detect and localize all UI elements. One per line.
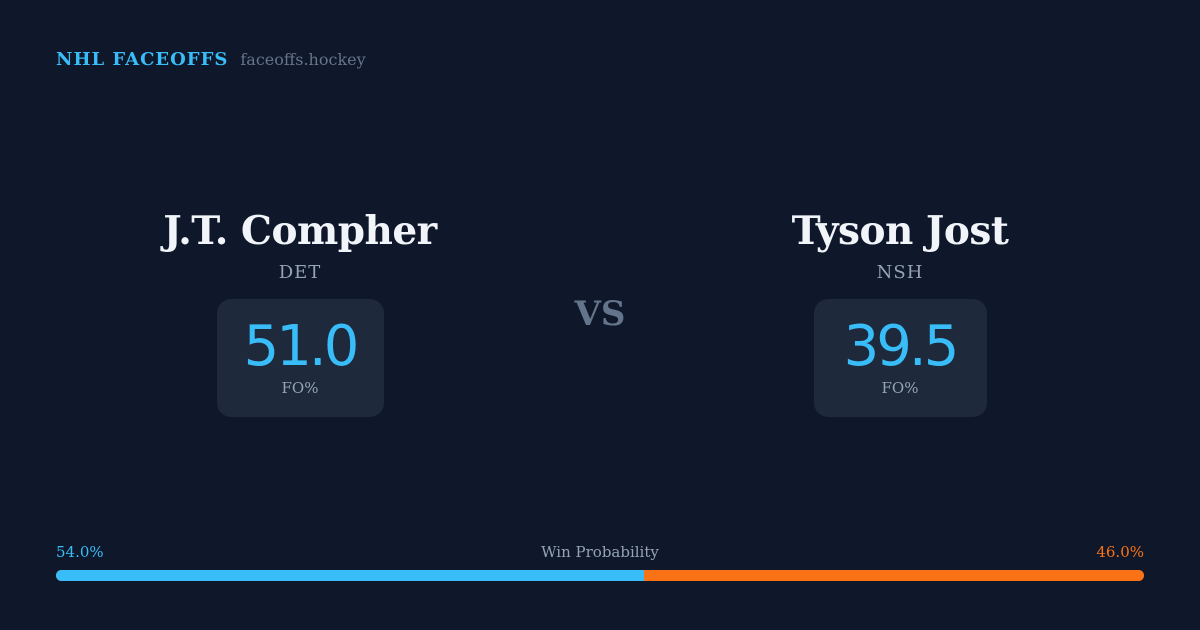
player-team: DET <box>278 262 322 283</box>
faceoff-label: FO% <box>281 379 319 397</box>
brand-site: faceoffs.hockey <box>240 50 366 69</box>
faceoff-value: 51.0 <box>243 314 360 379</box>
player-name: Tyson Jost <box>791 208 1009 254</box>
player-left: J.T. Compher DET 51.0 FO% <box>100 206 500 417</box>
win-probability-title: Win Probability <box>541 543 659 561</box>
vs-label: VS <box>574 294 626 334</box>
faceoff-stat-card: 51.0 FO% <box>216 299 384 417</box>
player-name: J.T. Compher <box>163 208 437 254</box>
player-right: Tyson Jost NSH 39.5 FO% <box>700 206 1100 417</box>
brand-title: NHL FACEOFFS <box>56 49 229 70</box>
right-probability: 46.0% <box>1096 543 1144 561</box>
player-team: NSH <box>876 262 924 283</box>
faceoff-label: FO% <box>881 379 919 397</box>
faceoff-stat-card: 39.5 FO% <box>813 299 987 417</box>
right-probability-fill <box>643 570 1144 581</box>
brand-header: NHL FACEOFFS faceoffs.hockey <box>56 49 366 70</box>
win-probability-bar <box>56 570 1144 581</box>
faceoff-value: 39.5 <box>843 314 960 379</box>
left-probability-fill <box>56 570 644 581</box>
win-probability-labels: 54.0% Win Probability 46.0% <box>56 543 1144 563</box>
left-probability: 54.0% <box>56 543 104 561</box>
